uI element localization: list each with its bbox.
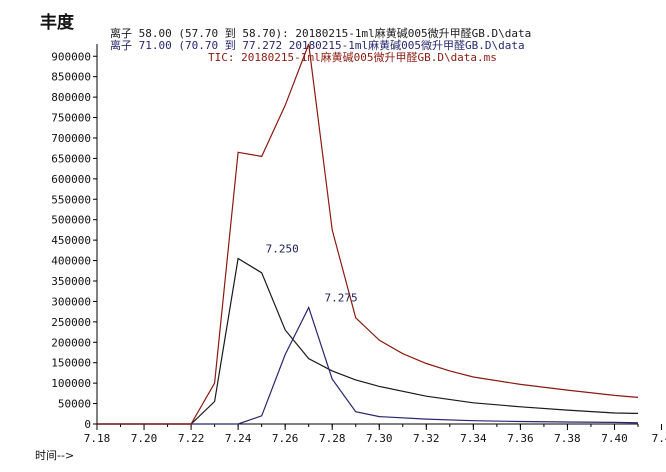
plot-area: 0 50000 100000 150000 200000 250000 300000 3500… [51,43,666,445]
y-tick-label: 200000 [51,336,91,349]
x-axis-title: 时间--> [35,449,74,462]
y-tick-label: 750000 [51,112,91,125]
x-tick-label: 7.20 [131,432,158,445]
y-tick-label: 500000 [51,214,91,227]
y-tick-label: 550000 [51,193,91,206]
y-tick-label: 0 [84,418,91,431]
series-line-1 [97,257,639,425]
x-tick-label: 7.32 [413,432,440,445]
y-tick-label: 900000 [51,50,91,63]
series-line-2 [97,305,639,425]
y-tick-label: 400000 [51,255,91,268]
peak-label: 7.250 [266,243,299,256]
y-tick-label: 100000 [51,377,91,390]
x-tick-label: 7.38 [554,432,581,445]
x-tick-label: 7.22 [178,432,205,445]
x-tick-label: 7.24 [225,432,252,445]
y-tick-label: 700000 [51,132,91,145]
y-tick-label: 850000 [51,71,91,84]
peak-label: 7.275 [324,292,357,305]
y-tick-label: 250000 [51,316,91,329]
x-tick-label: 7.30 [366,432,393,445]
x-tick-label: 7.4 [652,432,666,445]
legend-entry-tic: TIC: 20180215-1ml麻黄碱005微升甲醛GB.D\data.ms [208,50,497,64]
y-tick-label: 50000 [58,398,91,411]
series-line-3 [97,43,639,425]
x-tick-label: 7.28 [319,432,346,445]
y-tick-label: 300000 [51,295,91,308]
legend-entry-ion-71: 离子 71.00 (70.70 到 77.272 20180215-1ml麻黄碱… [110,38,525,52]
y-tick-label: 600000 [51,173,91,186]
x-tick-label: 7.26 [272,432,299,445]
y-tick-label: 150000 [51,357,91,370]
y-tick-label: 450000 [51,234,91,247]
y-tick-label: 650000 [51,152,91,165]
y-axis-title: 丰度 [40,12,75,33]
x-tick-label: 7.40 [601,432,628,445]
y-tick-label: 800000 [51,91,91,104]
x-tick-label: 7.34 [460,432,487,445]
legend-entry-ion-58: 离子 58.00 (57.70 到 58.70): 20180215-1ml麻黄… [110,26,531,40]
x-tick-label: 7.36 [507,432,534,445]
legend: 离子 58.00 (57.70 到 58.70): 20180215-1ml麻黄… [110,26,531,64]
x-tick-label: 7.18 [84,432,111,445]
y-tick-label: 350000 [51,275,91,288]
